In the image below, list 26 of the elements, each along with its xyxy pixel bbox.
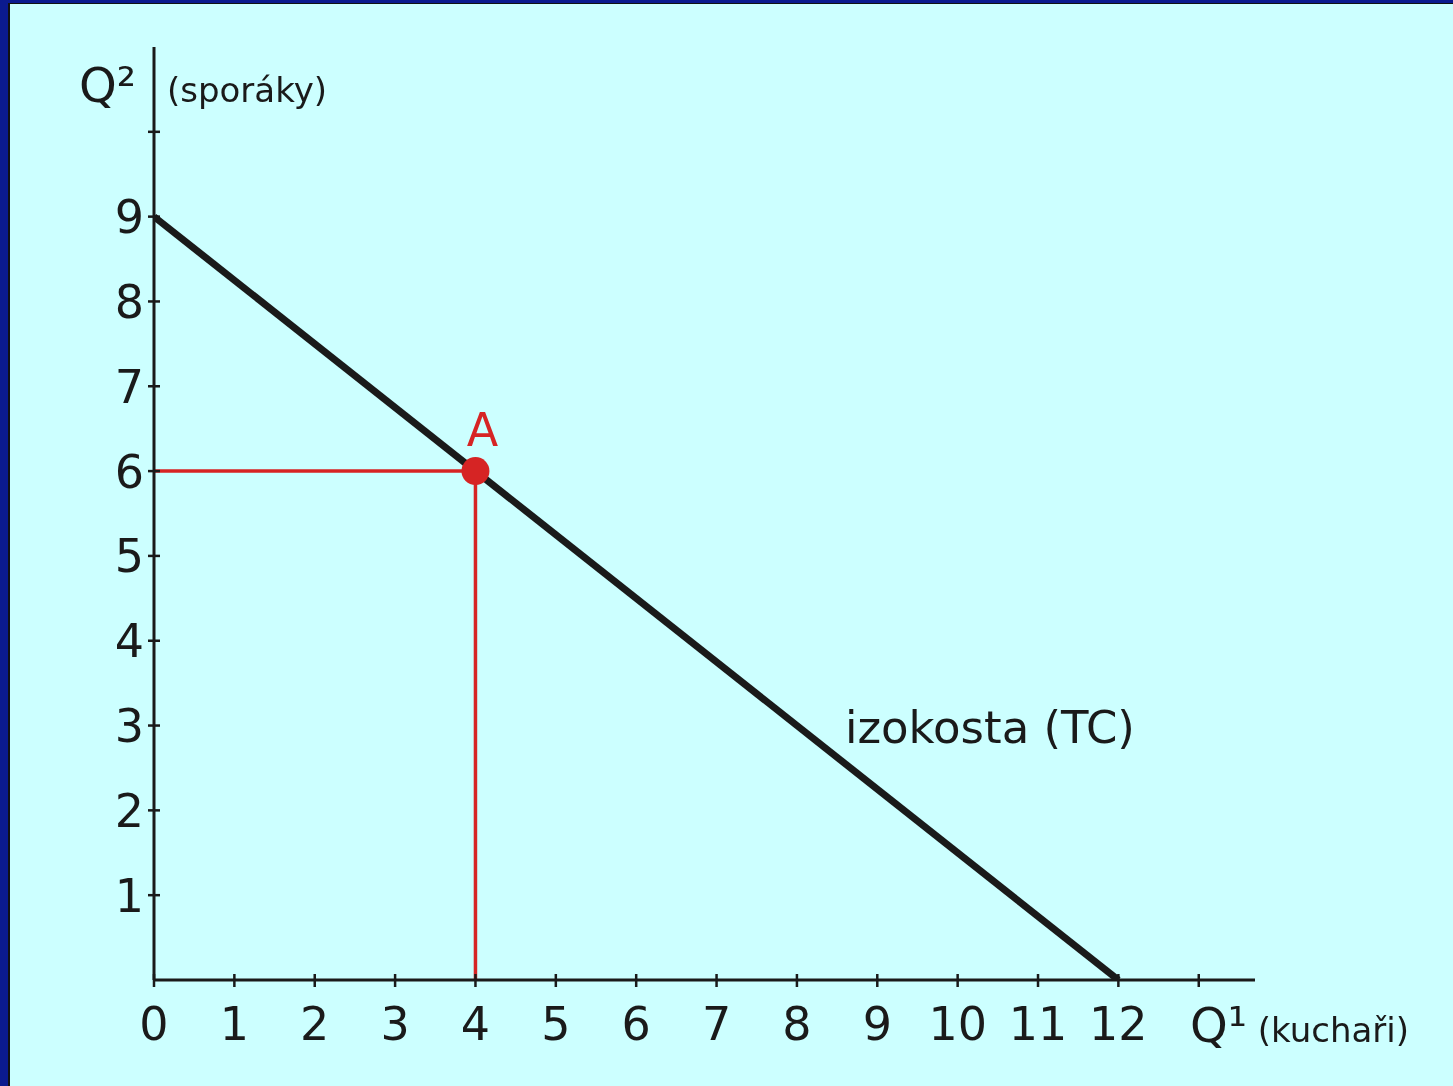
- x-tick-label: 8: [782, 997, 812, 1051]
- y-tick-label: 5: [114, 529, 144, 584]
- series-label: izokosta (TC): [844, 700, 1135, 754]
- x-tick-label: 7: [701, 997, 732, 1051]
- x-axis-title: Q¹ (kuchaři): [1190, 997, 1410, 1053]
- x-tick-label: 5: [541, 997, 571, 1051]
- x-tick-label: 10: [928, 997, 987, 1051]
- x-tick-label: 6: [621, 997, 651, 1051]
- y-tick-label: 6: [114, 444, 144, 499]
- x-tick-label: 0: [139, 997, 169, 1051]
- x-tick-label: 2: [300, 997, 330, 1051]
- series-label: A: [466, 403, 499, 458]
- x-tick-label: 1: [219, 997, 250, 1051]
- y-tick-label: 8: [114, 275, 144, 330]
- y-tick-label: 3: [114, 699, 144, 754]
- x-tick-label: 4: [460, 997, 491, 1051]
- x-tick-label: 9: [862, 997, 892, 1051]
- x-tick-label: 3: [380, 997, 410, 1051]
- y-tick-label: 1: [114, 868, 144, 923]
- y-axis-title: Q² (sporáky): [78, 57, 328, 113]
- y-tick-label: 2: [114, 783, 144, 838]
- y-tick-label: 7: [114, 359, 144, 414]
- y-tick-label: 9: [114, 190, 144, 245]
- x-tick-label: 11: [1008, 997, 1068, 1051]
- y-tick-label: 4: [114, 614, 144, 669]
- x-tick-label: 12: [1089, 997, 1148, 1051]
